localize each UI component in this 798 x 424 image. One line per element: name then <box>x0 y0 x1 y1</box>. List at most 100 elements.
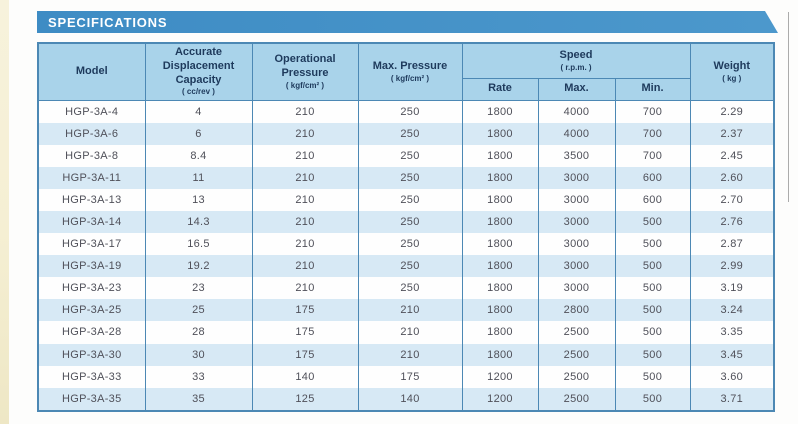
value-cell: 1800 <box>461 100 539 123</box>
col-header-capacity: Accurate Displacement Capacity ( cc/rev … <box>144 42 253 101</box>
value-cell: 175 <box>251 343 359 366</box>
unit-label: ( kgf/cm² ) <box>390 73 430 83</box>
value-cell: 2.70 <box>689 188 775 211</box>
page-edge-line <box>788 12 789 202</box>
value-cell: 8.4 <box>144 144 253 167</box>
value-cell: 23 <box>144 277 253 300</box>
value-cell: 3000 <box>537 233 616 256</box>
value-cell: 500 <box>614 210 691 234</box>
value-cell: 2.29 <box>689 100 775 123</box>
col-header-model: Model <box>37 42 146 101</box>
value-cell: 2500 <box>537 343 616 366</box>
value-cell: 3000 <box>537 277 616 300</box>
value-cell: 3.35 <box>689 321 775 344</box>
value-cell: 250 <box>357 210 463 234</box>
value-cell: 500 <box>614 299 691 322</box>
value-cell: 210 <box>251 144 359 167</box>
value-cell: 4000 <box>537 122 616 145</box>
model-cell: HGP-3A-28 <box>37 321 146 344</box>
table-row: HGP-3A-19 19.2 210 250 1800 3000 500 2.99 <box>37 255 775 278</box>
col-header-operational-pressure: Operational Pressure ( kgf/cm² ) <box>251 42 359 101</box>
model-cell: HGP-3A-4 <box>37 100 146 123</box>
specifications-banner: SPECIFICATIONS <box>37 11 778 33</box>
value-cell: 210 <box>251 166 359 189</box>
value-cell: 1800 <box>461 255 539 278</box>
value-cell: 1800 <box>461 321 539 344</box>
value-cell: 500 <box>614 255 691 278</box>
value-cell: 175 <box>357 365 463 388</box>
unit-label: ( cc/rev ) <box>182 87 215 97</box>
value-cell: 3000 <box>537 188 616 211</box>
value-cell: 500 <box>614 365 691 388</box>
value-cell: 2.60 <box>689 166 775 189</box>
value-cell: 1800 <box>461 166 539 189</box>
value-cell: 210 <box>357 321 463 344</box>
value-cell: 3.45 <box>689 343 775 366</box>
value-cell: 14.3 <box>144 210 253 234</box>
col-header-speed-min: Min. <box>614 77 691 101</box>
value-cell: 1800 <box>461 144 539 167</box>
value-cell: 16.5 <box>144 233 253 256</box>
value-cell: 250 <box>357 233 463 256</box>
value-cell: 210 <box>357 343 463 366</box>
value-cell: 1800 <box>461 122 539 145</box>
value-cell: 1800 <box>461 210 539 234</box>
unit-label: ( r.p.m. ) <box>560 62 592 72</box>
value-cell: 500 <box>614 321 691 344</box>
value-cell: 500 <box>614 233 691 256</box>
model-cell: HGP-3A-11 <box>37 166 146 189</box>
value-cell: 6 <box>144 122 253 145</box>
table-row: HGP-3A-28 28 175 210 1800 2500 500 3.35 <box>37 321 775 344</box>
model-cell: HGP-3A-19 <box>37 255 146 278</box>
table-row: HGP-3A-30 30 175 210 1800 2500 500 3.45 <box>37 343 775 366</box>
value-cell: 250 <box>357 100 463 123</box>
model-cell: HGP-3A-33 <box>37 365 146 388</box>
value-cell: 2500 <box>537 387 616 411</box>
value-cell: 3000 <box>537 210 616 234</box>
value-cell: 3.60 <box>689 365 775 388</box>
value-cell: 2.45 <box>689 144 775 167</box>
value-cell: 250 <box>357 144 463 167</box>
value-cell: 3500 <box>537 144 616 167</box>
table-row: HGP-3A-13 13 210 250 1800 3000 600 2.70 <box>37 188 775 211</box>
table-row: HGP-3A-4 4 210 250 1800 4000 700 2.29 <box>37 100 775 123</box>
value-cell: 600 <box>614 188 691 211</box>
page-title: SPECIFICATIONS <box>48 14 168 30</box>
table-row: HGP-3A-35 35 125 140 1200 2500 500 3.71 <box>37 387 775 411</box>
table-row: HGP-3A-6 6 210 250 1800 4000 700 2.37 <box>37 122 775 145</box>
value-cell: 3000 <box>537 166 616 189</box>
model-cell: HGP-3A-8 <box>37 144 146 167</box>
model-cell: HGP-3A-14 <box>37 210 146 234</box>
col-header-weight: Weight ( kg ) <box>689 42 775 101</box>
value-cell: 700 <box>614 144 691 167</box>
value-cell: 210 <box>251 255 359 278</box>
value-cell: 3000 <box>537 255 616 278</box>
value-cell: 210 <box>251 233 359 256</box>
model-cell: HGP-3A-17 <box>37 233 146 256</box>
value-cell: 3.24 <box>689 299 775 322</box>
value-cell: 500 <box>614 277 691 300</box>
value-cell: 140 <box>357 387 463 411</box>
col-header-rate: Rate <box>461 77 539 101</box>
value-cell: 2.87 <box>689 233 775 256</box>
value-cell: 700 <box>614 122 691 145</box>
table-row: HGP-3A-23 23 210 250 1800 3000 500 3.19 <box>37 277 775 300</box>
value-cell: 30 <box>144 343 253 366</box>
value-cell: 210 <box>251 188 359 211</box>
value-cell: 13 <box>144 188 253 211</box>
value-cell: 1800 <box>461 233 539 256</box>
table-row: HGP-3A-25 25 175 210 1800 2800 500 3.24 <box>37 299 775 322</box>
value-cell: 1800 <box>461 188 539 211</box>
table-row: HGP-3A-14 14.3 210 250 1800 3000 500 2.76 <box>37 210 775 234</box>
value-cell: 700 <box>614 100 691 123</box>
model-cell: HGP-3A-23 <box>37 277 146 300</box>
value-cell: 250 <box>357 122 463 145</box>
value-cell: 250 <box>357 166 463 189</box>
value-cell: 500 <box>614 387 691 411</box>
table-row: HGP-3A-11 11 210 250 1800 3000 600 2.60 <box>37 166 775 189</box>
value-cell: 25 <box>144 299 253 322</box>
value-cell: 3.19 <box>689 277 775 300</box>
value-cell: 500 <box>614 343 691 366</box>
value-cell: 250 <box>357 188 463 211</box>
